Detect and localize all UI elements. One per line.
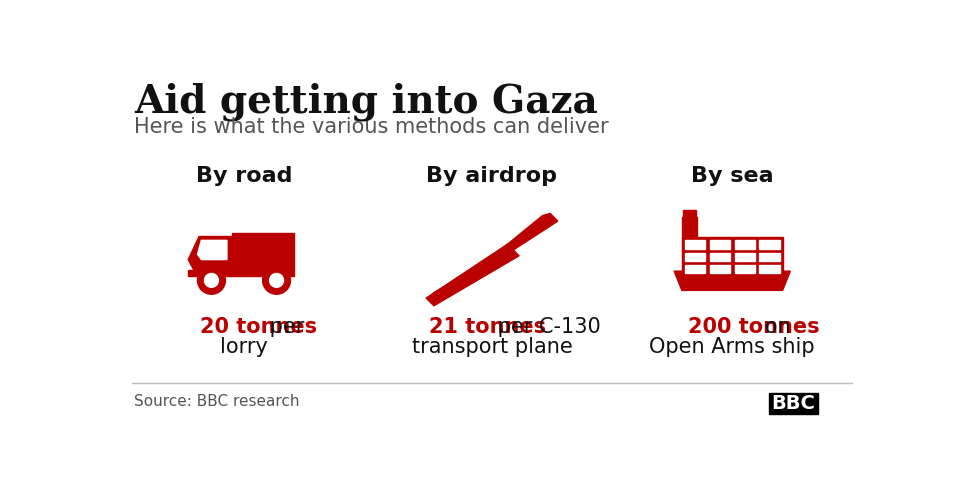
Bar [734,241,755,249]
Bar [682,237,782,271]
Text: 200 tonnes: 200 tonnes [687,317,820,338]
Text: on: on [757,317,790,338]
Text: lorry: lorry [220,337,268,356]
Polygon shape [188,237,232,270]
Text: Source: BBC research: Source: BBC research [134,395,300,409]
Text: transport plane: transport plane [412,337,572,356]
Bar [709,241,730,249]
Bar [734,252,755,261]
Text: Here is what the various methods can deliver: Here is what the various methods can del… [134,117,609,137]
Polygon shape [449,213,558,291]
Text: By sea: By sea [691,166,774,186]
Bar [685,265,706,273]
Bar [188,270,295,276]
Bar [734,265,755,273]
Text: 21 tonnes: 21 tonnes [429,317,546,338]
Circle shape [263,266,291,294]
Polygon shape [674,271,790,291]
Polygon shape [434,273,472,298]
Polygon shape [426,244,519,306]
Bar [759,265,780,273]
Polygon shape [198,241,227,259]
Text: By road: By road [196,166,292,186]
Circle shape [198,266,226,294]
Bar [709,265,730,273]
Text: per C-130: per C-130 [492,317,601,338]
Bar [684,209,696,219]
Bar [759,252,780,261]
Text: BBC: BBC [772,394,815,413]
Bar [759,241,780,249]
Text: per: per [263,317,304,338]
Bar [770,393,818,414]
Circle shape [270,273,283,287]
Bar [709,252,730,261]
Text: Open Arms ship: Open Arms ship [649,337,815,356]
Circle shape [204,273,219,287]
Bar [685,241,706,249]
Bar [232,233,295,270]
Bar [682,217,697,238]
Bar [685,252,706,261]
Text: 20 tonnes: 20 tonnes [200,317,317,338]
Text: Aid getting into Gaza: Aid getting into Gaza [134,83,598,121]
Text: By airdrop: By airdrop [426,166,558,186]
